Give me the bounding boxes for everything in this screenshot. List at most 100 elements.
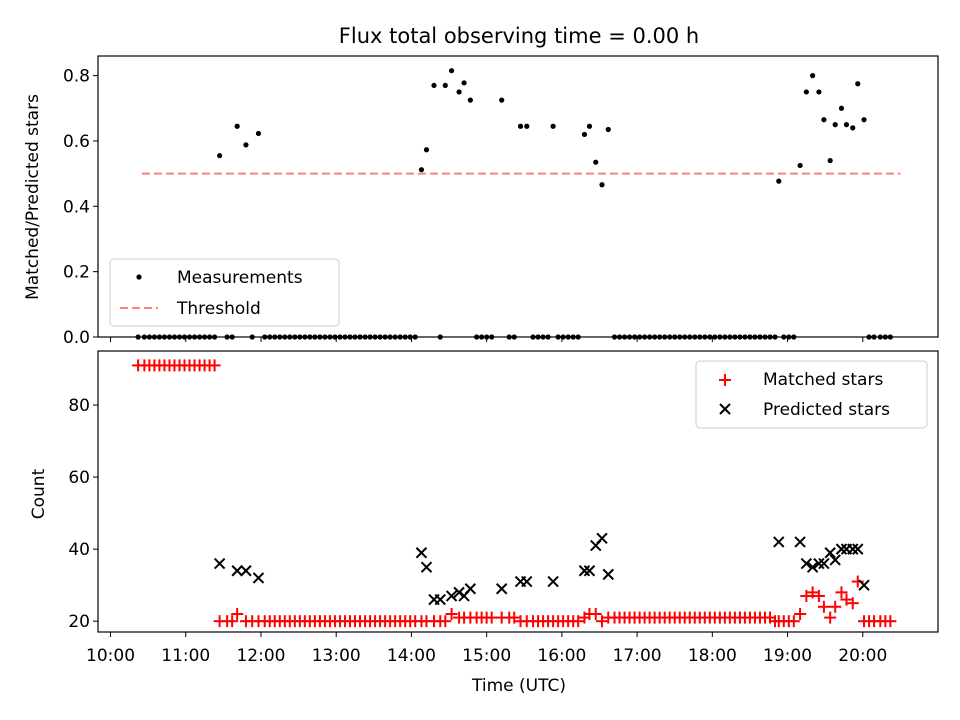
measurement-point [448,68,455,74]
measurement-point [431,82,437,89]
figure-title: Flux total observing time = 0.00 h [339,24,699,48]
matched-star-marker [231,607,244,620]
predicted-star-marker [852,543,864,555]
matched-star-marker [824,611,837,624]
predicted-star-marker [602,568,614,581]
top-y-tick-label: 0.0 [63,328,90,348]
predicted-star-marker [521,575,533,588]
top-x-ticks [110,337,864,342]
measurement-point [797,162,803,169]
matched-star-marker [208,359,221,372]
legend-predicted-marker [719,403,731,415]
bottom-x-axis-label: Time (UTC) [471,676,566,696]
predicted-star-marker [794,536,806,548]
predicted-star-marker [213,557,226,570]
matched-star-marker [800,589,813,602]
bottom-x-tick-label: 15:00 [462,646,511,666]
measurement-point [816,89,822,95]
bottom-x-tick-label: 20:00 [838,646,887,666]
measurement-point [586,123,593,129]
predicted-star-marker [596,532,608,545]
bottom-x-ticks: 10:00 11:00 12:00 13:00 14:00 15:00 16:00 17:00… [86,632,887,666]
matched-star-marker [445,607,458,620]
predicted-star-marker [252,572,265,584]
bottom-y-tick-label: 40 [68,540,90,560]
measurement-point [838,105,845,111]
bottom-y-tick-label: 80 [68,396,90,416]
legend-matched-label: Matched stars [763,370,883,390]
predicted-star-marker [829,554,841,566]
measurement-point [803,89,809,95]
top-legend: Measurements Threshold [109,258,340,327]
measurement-point [599,182,605,188]
matched-star-marker [884,615,897,628]
measurement-point [861,117,867,123]
predicted-star-marker [835,543,848,555]
predicted-star-marker [445,590,458,602]
measurement-point [467,97,473,103]
top-y-tick-label: 0.8 [63,67,90,87]
measurement-point [843,122,850,128]
matched-star-marker [829,600,842,613]
top-y-tick-label: 0.6 [63,132,90,152]
predicted-star-marker [547,575,559,588]
matched-star-marker [596,615,608,628]
matched-star-marker [794,607,807,620]
measurement-point [776,178,782,184]
matched-star-marker [806,586,819,599]
measurement-point [461,80,467,86]
predicted-star-marker [495,583,508,595]
measurement-point [605,126,611,133]
top-y-tick-label: 0.2 [63,263,90,283]
legend-matched-marker [719,374,731,386]
predicted-star-marker [800,557,813,570]
bottom-x-tick-label: 19:00 [763,646,812,666]
measurement-point [517,123,524,129]
measurement-point [827,157,833,164]
top-y-tick-label: 0.4 [63,197,90,217]
measurement-point [456,89,462,95]
legend-measurements-marker [136,274,142,280]
predicted-star-marker [434,593,446,606]
measurement-point [550,123,556,129]
predicted-star-marker [818,557,830,570]
top-y-ticks: 0.0 0.2 0.4 0.6 0.8 [63,67,98,348]
bottom-x-tick-label: 10:00 [86,646,135,666]
bottom-x-tick-label: 12:00 [236,646,285,666]
legend-predicted-label: Predicted stars [763,400,890,420]
matched-star-marker [589,607,602,620]
matched-star-marker [812,589,825,602]
measurement-point [821,117,827,123]
measurement-point [423,147,430,153]
measurement-point [832,122,838,128]
bottom-y-axis-label: Count [29,468,49,519]
bottom-y-ticks: 20 40 60 80 [68,396,98,632]
measurement-point [593,159,599,165]
measurement-point [524,123,530,129]
predicted-star-marker [813,557,825,570]
predicted-stars-points [213,532,870,606]
bottom-x-tick-label: 17:00 [613,646,662,666]
predicted-star-marker [824,547,836,559]
top-y-axis-label: Matched/Predicted stars [23,94,43,300]
measurement-point [581,131,588,138]
predicted-star-marker [858,579,870,591]
measurement-point [255,130,262,137]
legend-measurements-label: Measurements [177,268,303,288]
predicted-star-marker [420,561,433,573]
predicted-star-marker [578,565,591,577]
predicted-star-marker [464,583,477,595]
measurement-points [135,68,893,340]
bottom-legend: Matched stars Predicted stars [695,360,928,429]
predicted-star-marker [806,561,819,573]
matched-star-marker [226,615,239,628]
matched-star-marker [835,586,848,599]
measurement-point [234,123,240,129]
bottom-x-tick-label: 13:00 [312,646,361,666]
bottom-x-tick-label: 16:00 [537,646,586,666]
predicted-star-marker [415,547,428,559]
bottom-x-tick-label: 11:00 [161,646,210,666]
matched-star-marker [485,611,498,624]
